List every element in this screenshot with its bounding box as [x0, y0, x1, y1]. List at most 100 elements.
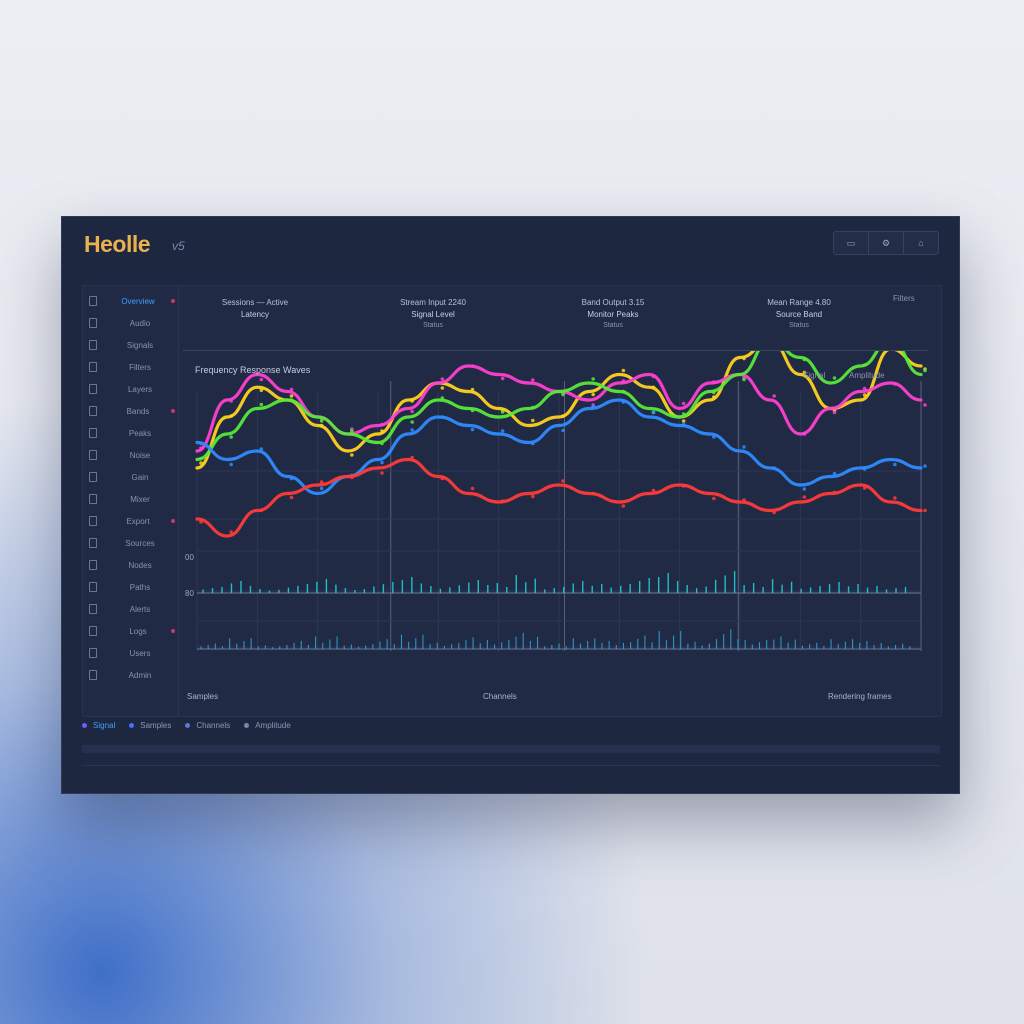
series-point	[681, 484, 686, 488]
series-point	[259, 388, 264, 393]
series-point	[862, 386, 867, 391]
top-bar: Heolle v5 ▭ ⚙ ⌂	[62, 217, 959, 273]
sidebar-item-label: Audio	[129, 318, 151, 328]
app-title: Heolle	[84, 231, 151, 257]
series-point	[440, 386, 445, 390]
sidebar-item-label: Overview	[121, 296, 155, 306]
sidebar-item-icon	[89, 604, 97, 614]
series-point	[742, 377, 746, 382]
tab-label: Channels	[196, 720, 231, 730]
series-point	[772, 510, 776, 515]
kpi-line2: Signal Level	[411, 310, 455, 319]
series-point	[259, 508, 264, 513]
horizontal-scrollbar[interactable]	[82, 745, 940, 753]
sidebar-item[interactable]: Paths	[89, 580, 175, 594]
series-point	[440, 377, 445, 381]
series-point	[862, 467, 867, 471]
series-point	[772, 394, 776, 398]
sidebar-item[interactable]: Gain	[89, 470, 175, 484]
legend-amplitude[interactable]: Amplitude	[849, 371, 885, 380]
footer-channels-label: Channels	[483, 692, 517, 701]
sidebar-item[interactable]: Mixer	[89, 492, 175, 506]
sidebar-item-icon	[89, 648, 97, 658]
tab-dot-icon	[82, 722, 87, 728]
kpi-line1: Sessions — Active	[221, 298, 289, 307]
sidebar-item[interactable]: Bands	[89, 404, 175, 418]
sidebar-item[interactable]: Noise	[89, 448, 175, 462]
series-point	[410, 409, 414, 414]
series-point	[319, 480, 324, 484]
series-point	[802, 487, 807, 491]
kpi-sessions: Sessions — Active Latency	[195, 298, 315, 338]
bottom-tab[interactable]: Signal	[82, 721, 115, 730]
series-line	[195, 457, 923, 538]
series-point	[199, 461, 203, 465]
sidebar-item[interactable]: Nodes	[89, 558, 175, 572]
series-point	[681, 401, 686, 406]
series-point	[531, 378, 535, 382]
tab-label: Amplitude	[255, 720, 291, 730]
footer-rendering-label: Rendering frames	[828, 692, 892, 701]
legend-signal[interactable]: Signal	[803, 371, 826, 380]
series-point	[410, 399, 414, 403]
sidebar-item[interactable]: Audio	[89, 316, 175, 330]
series-point	[712, 435, 716, 439]
sidebar-item[interactable]: Signals	[89, 338, 175, 352]
series-point	[289, 387, 294, 392]
sidebar-item[interactable]: Peaks	[89, 426, 175, 440]
bottom-tab[interactable]: Amplitude	[244, 721, 291, 730]
series-point	[319, 419, 324, 423]
sidebar-item-icon	[89, 318, 97, 328]
series-point	[681, 419, 686, 423]
sidebar-item[interactable]: Logs	[89, 624, 175, 638]
notification-dot	[171, 519, 175, 523]
series-point	[259, 402, 264, 407]
notification-dot	[171, 299, 175, 303]
sidebar-item[interactable]: Filters	[89, 360, 175, 374]
sidebar-item-icon	[89, 362, 97, 372]
series-point	[591, 404, 595, 409]
series-point	[440, 476, 445, 481]
kpi-line3: Status	[789, 322, 809, 329]
sidebar-item[interactable]: Users	[89, 646, 175, 660]
kpi-mean-range: Mean Range 4.80 Source Band Status	[739, 298, 859, 338]
sidebar-item[interactable]: Alerts	[89, 602, 175, 616]
settings-icon[interactable]: ⚙	[869, 232, 904, 254]
bottom-tab[interactable]: Samples	[129, 721, 171, 730]
kpi-line3: Status	[423, 322, 443, 329]
series-point	[410, 455, 414, 460]
sidebar-item-label: Peaks	[128, 428, 152, 438]
series-point	[621, 400, 626, 404]
sidebar-item-label: Mixer	[130, 494, 150, 504]
series-point	[621, 389, 626, 394]
tab-dot-icon	[244, 722, 250, 728]
notification-dot	[171, 629, 175, 633]
series-point	[470, 486, 475, 491]
filters-button[interactable]: Filters	[893, 294, 915, 303]
bottom-tab[interactable]: Channels	[185, 721, 230, 730]
home-icon[interactable]: ⌂	[918, 238, 924, 248]
series-point	[712, 380, 716, 384]
sidebar-item[interactable]: Admin	[89, 668, 175, 682]
series-point	[470, 364, 475, 368]
divider	[82, 765, 940, 766]
series-point	[440, 415, 445, 419]
sidebar-item-icon	[89, 626, 97, 636]
sidebar-item[interactable]: Overview	[89, 294, 175, 308]
sidebar-item-icon	[89, 340, 97, 350]
sidebar-item-icon	[89, 384, 97, 394]
sidebar-item-icon	[89, 494, 97, 504]
sidebar-item[interactable]: Layers	[89, 382, 175, 396]
window-button-restore[interactable]: ▭	[834, 232, 869, 254]
sidebar-item[interactable]: Export	[89, 514, 175, 528]
sidebar-item-label: Signals	[126, 340, 154, 350]
series-point	[561, 414, 565, 418]
sidebar-item-label: Alerts	[129, 604, 151, 614]
series-point	[531, 494, 535, 499]
chart-title: Frequency Response Waves	[195, 365, 311, 375]
sidebar-item-label: Gain	[131, 472, 149, 482]
sidebar-item-label: Filters	[129, 362, 151, 372]
series-point	[712, 390, 716, 395]
sidebar-item-label: Export	[126, 516, 150, 526]
sidebar-item[interactable]: Sources	[89, 536, 175, 550]
